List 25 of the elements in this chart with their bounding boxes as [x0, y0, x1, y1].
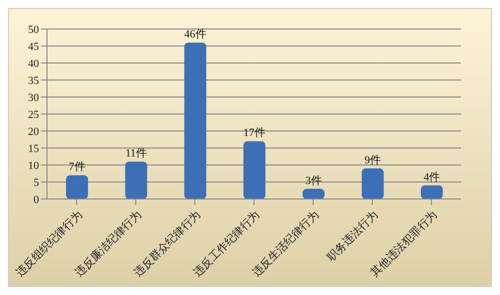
- data-label: 11件: [125, 148, 147, 160]
- bar: [66, 175, 88, 199]
- y-tick-label: 5: [34, 176, 40, 189]
- data-label: 7件: [68, 161, 86, 174]
- bar: [362, 168, 384, 199]
- bar: [243, 141, 266, 199]
- y-tick-label: 50: [28, 24, 40, 36]
- bar: [125, 162, 148, 199]
- data-label: 9件: [364, 154, 381, 166]
- data-label: 4件: [424, 171, 440, 184]
- bar: [302, 188, 325, 199]
- y-tick-label: 45: [28, 40, 40, 53]
- y-tick-label: 35: [28, 74, 40, 87]
- y-tick-label: 25: [28, 108, 40, 121]
- y-tick-label: 10: [28, 160, 40, 172]
- bar: [420, 185, 443, 199]
- data-label: 3件: [305, 174, 322, 187]
- data-label: 17件: [243, 127, 266, 140]
- y-tick-label: 20: [28, 126, 40, 138]
- y-tick-label: 30: [28, 92, 40, 104]
- y-tick-label: 15: [28, 142, 40, 155]
- bar: [184, 42, 206, 199]
- y-tick-label: 0: [34, 194, 40, 206]
- y-tick-label: 40: [28, 58, 40, 70]
- data-label: 46件: [184, 28, 206, 41]
